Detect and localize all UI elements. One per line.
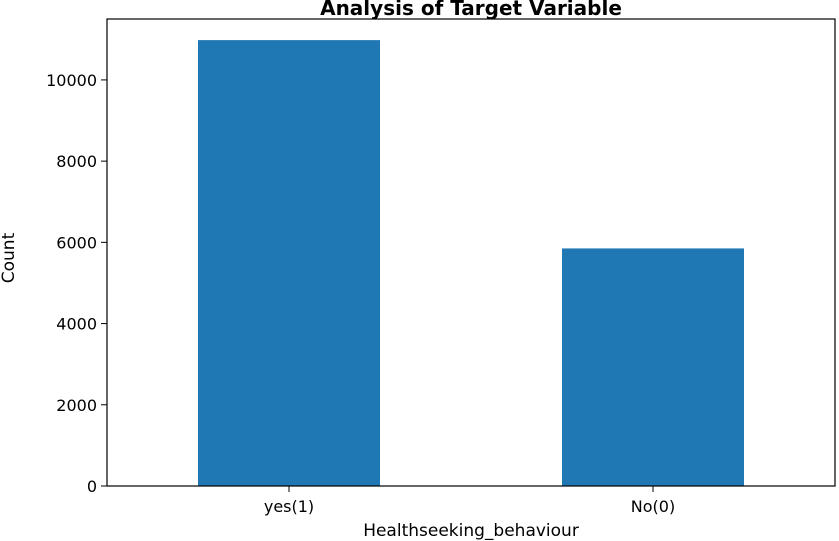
bar-0 [198, 40, 380, 487]
chart-title: Analysis of Target Variable [320, 0, 622, 20]
x-tick-label: yes(1) [264, 497, 314, 516]
bars-group [198, 40, 744, 487]
x-tick-label: No(0) [631, 497, 675, 516]
y-tick-label: 4000 [56, 315, 97, 334]
y-axis-ticks: 0 2000 4000 6000 8000 10000 [46, 71, 107, 496]
y-tick-label: 8000 [56, 152, 97, 171]
x-axis-label: Healthseeking_behaviour [363, 521, 579, 541]
y-tick-label: 0 [87, 477, 97, 496]
x-axis-ticks: yes(1) No(0) [264, 486, 675, 516]
y-tick-label: 10000 [46, 71, 97, 90]
bar-1 [562, 248, 744, 486]
y-tick-label: 6000 [56, 233, 97, 252]
plot-frame [106, 18, 836, 487]
y-tick-label: 2000 [56, 396, 97, 415]
y-axis-label: Count [0, 232, 19, 283]
